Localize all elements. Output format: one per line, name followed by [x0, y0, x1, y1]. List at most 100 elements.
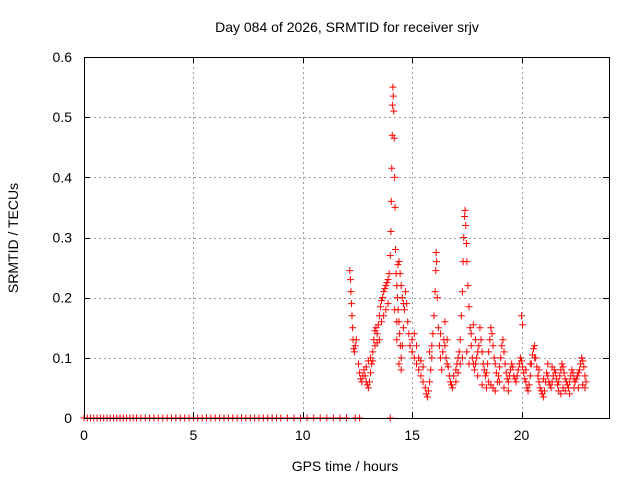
data-point	[496, 378, 504, 386]
data-point	[417, 372, 425, 380]
data-point	[349, 324, 357, 332]
data-point	[573, 372, 581, 380]
data-point	[361, 372, 369, 380]
data-point	[373, 330, 381, 338]
data-point	[350, 348, 358, 356]
data-point	[518, 312, 525, 320]
data-point	[396, 270, 404, 278]
data-point	[488, 330, 496, 338]
data-point	[547, 384, 555, 392]
data-point	[379, 294, 387, 302]
data-point	[432, 249, 440, 257]
data-point	[524, 387, 532, 395]
data-point	[478, 381, 486, 389]
data-point	[539, 375, 547, 383]
data-point	[425, 387, 433, 395]
data-point	[568, 366, 576, 374]
data-point	[525, 381, 533, 389]
data-point	[391, 306, 399, 314]
chart-title: Day 084 of 2026, SRMTID for receiver srj…	[215, 19, 479, 35]
y-tick-labels: 0 0.1 0.2 0.3 0.4 0.5 0.6	[53, 49, 73, 426]
x-tick-label: 0	[80, 427, 88, 443]
data-point	[449, 384, 457, 392]
data-point	[536, 384, 544, 392]
data-point	[365, 378, 373, 386]
data-point	[534, 372, 542, 380]
data-point	[535, 366, 543, 374]
data-point	[368, 360, 376, 368]
data-point	[466, 324, 474, 332]
data-point	[443, 336, 451, 344]
data-point	[395, 360, 403, 368]
data-point	[499, 336, 507, 344]
data-point	[558, 360, 566, 368]
data-point	[413, 360, 420, 368]
data-point	[385, 270, 393, 278]
data-point	[428, 354, 436, 362]
data-point	[383, 279, 391, 287]
data-point	[463, 348, 471, 356]
data-point	[427, 366, 435, 374]
data-point	[450, 372, 458, 380]
data-point	[394, 261, 402, 269]
data-point	[395, 258, 403, 266]
data-point	[404, 318, 412, 326]
data-point	[367, 369, 375, 377]
data-point	[374, 321, 382, 329]
data-point	[513, 372, 521, 380]
data-point	[472, 360, 480, 368]
data-point	[497, 354, 505, 362]
data-point	[457, 312, 465, 320]
y-tick-label: 0.2	[53, 290, 73, 306]
data-point	[393, 318, 401, 326]
data-point	[572, 375, 580, 383]
data-point	[465, 360, 473, 368]
data-point	[543, 369, 551, 377]
y-tick-label: 0.3	[53, 230, 73, 246]
data-point	[452, 378, 460, 386]
data-point	[462, 240, 470, 248]
data-point	[376, 303, 384, 311]
data-point	[426, 348, 434, 356]
data-point	[463, 258, 471, 266]
data-point	[526, 372, 534, 380]
data-point	[487, 324, 495, 332]
data-point	[397, 366, 405, 374]
y-axis-label: SRMTID / TECUs	[5, 183, 21, 293]
data-point	[483, 384, 490, 392]
data-point	[438, 366, 446, 374]
data-point	[539, 393, 547, 401]
data-point	[491, 360, 499, 368]
data-point	[502, 369, 510, 377]
data-point	[393, 336, 401, 344]
y-tick-label: 0.5	[53, 109, 73, 125]
data-point	[380, 288, 388, 296]
data-point	[495, 372, 503, 380]
data-point	[443, 360, 451, 368]
data-point	[461, 206, 469, 214]
data-point	[398, 342, 406, 350]
data-point	[580, 363, 588, 371]
data-point	[504, 378, 512, 386]
data-point	[555, 378, 563, 386]
data-point	[476, 324, 484, 332]
data-point	[531, 354, 539, 362]
data-point	[483, 369, 490, 377]
data-point	[498, 342, 506, 350]
data-point	[406, 342, 414, 350]
y-tick-label: 0.6	[53, 49, 73, 65]
data-point	[559, 363, 567, 371]
data-point	[512, 378, 520, 386]
data-point	[397, 354, 405, 362]
data-point	[417, 357, 425, 365]
data-point	[574, 384, 582, 392]
data-point	[566, 390, 574, 398]
data-point	[582, 378, 590, 386]
data-point	[477, 336, 485, 344]
data-point	[441, 318, 449, 326]
data-point	[398, 294, 406, 302]
x-axis-label: GPS time / hours	[292, 458, 399, 474]
data-point	[478, 348, 486, 356]
y-tick-label: 0.4	[53, 169, 73, 185]
data-point	[378, 297, 385, 305]
